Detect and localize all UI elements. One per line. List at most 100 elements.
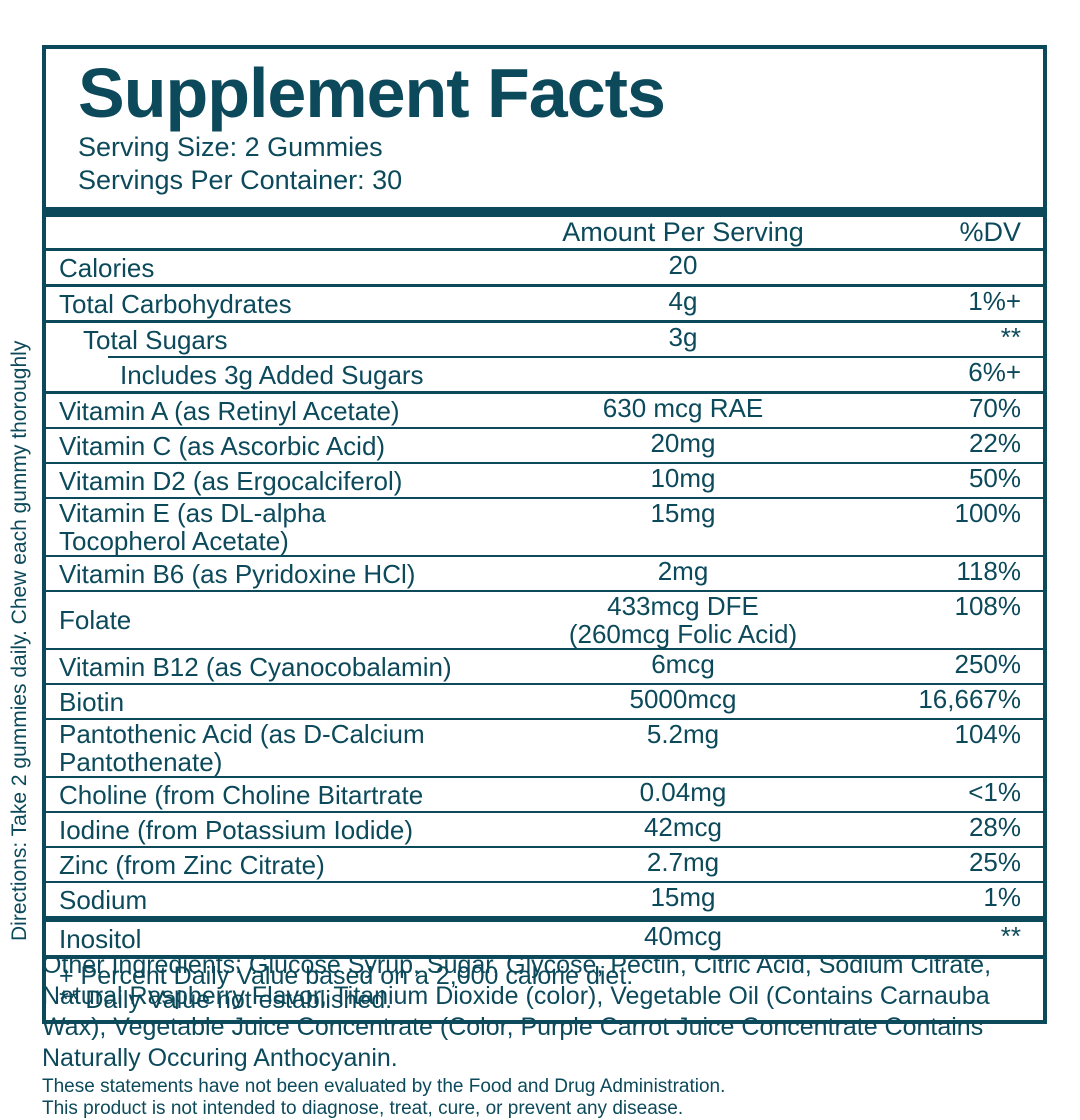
row-amount: 20mg	[650, 428, 716, 458]
row-separator	[46, 776, 1043, 778]
row-separator-indented	[108, 356, 1043, 358]
row-separator	[46, 683, 1043, 685]
row-name: Sodium	[59, 884, 148, 915]
row-dv: 6%+	[968, 357, 1021, 387]
row-separator	[46, 718, 1043, 720]
table-row-total-carbohydrates: Total Carbohydrates 4g 1%+	[46, 287, 1043, 320]
row-separator	[46, 648, 1043, 650]
table-row-vitamin-a: Vitamin A (as Retinyl Acetate) 630 mcg R…	[46, 394, 1043, 427]
row-name: Total Sugars	[83, 324, 228, 355]
table-row-sodium: Sodium 15mg 1%	[46, 883, 1043, 916]
row-name: Calories	[59, 252, 155, 283]
row-name: Vitamin B12 (as Cyanocobalamin)	[59, 651, 452, 682]
footnote-separator	[46, 955, 1043, 959]
row-name: Biotin	[59, 686, 125, 717]
row-amount: 2.7mg	[646, 847, 720, 877]
row-dv: 25%	[968, 847, 1021, 877]
serving-size: Serving Size: 2 Gummies	[78, 132, 383, 162]
row-dv: 50%	[968, 463, 1021, 493]
row-separator	[46, 391, 1043, 394]
row-dv: **	[1000, 921, 1021, 951]
row-dv: 104%	[954, 719, 1022, 749]
row-separator	[46, 248, 1043, 251]
row-separator	[46, 590, 1043, 592]
column-header-row: Amount Per Serving %DV	[46, 217, 1043, 248]
row-separator	[46, 284, 1043, 287]
table-row-vitamin-e: Vitamin E (as DL-alpha Tocopherol Acetat…	[46, 499, 1043, 555]
table-row-pantothenic-acid: Pantothenic Acid (as D-Calcium Pantothen…	[46, 720, 1043, 776]
row-dv: 1%+	[968, 286, 1021, 316]
row-name: Vitamin A (as Retinyl Acetate)	[59, 395, 400, 426]
table-row-vitamin-c: Vitamin C (as Ascorbic Acid) 20mg 22%	[46, 429, 1043, 462]
row-dv: 100%	[954, 498, 1022, 528]
row-dv: 16,667%	[918, 684, 1021, 714]
row-amount: 0.04mg	[639, 777, 727, 807]
row-separator	[46, 462, 1043, 464]
row-name: Zinc (from Zinc Citrate)	[59, 849, 325, 880]
below-panel-text: Other Ingredients: Glucose Syrup, Sugar,…	[42, 950, 1052, 1120]
row-amount: 4g	[668, 286, 698, 316]
table-row-choline: Choline (from Choline Bitartrate 0.04mg …	[46, 778, 1043, 811]
row-dv: 70%	[968, 393, 1021, 423]
row-amount: 15mg	[650, 498, 716, 528]
row-amount: 433mcg DFE (260mcg Folic Acid)	[453, 592, 853, 648]
panel-header: Supplement Facts Serving Size: 2 Gummies…	[46, 49, 1043, 207]
row-separator	[46, 427, 1043, 429]
fda-disclaimer: These statements have not been evaluated…	[42, 1076, 1052, 1120]
disclaimer-line-1: These statements have not been evaluated…	[42, 1076, 726, 1097]
row-amount: 40mcg	[643, 921, 723, 951]
directions-text: Directions: Take 2 gummies daily. Chew e…	[8, 340, 31, 941]
row-separator	[46, 497, 1043, 499]
row-name: Vitamin B6 (as Pyridoxine HCl)	[59, 558, 416, 589]
row-separator	[46, 881, 1043, 883]
row-name: Pantothenic Acid (as D-Calcium Pantothen…	[59, 719, 425, 777]
other-ingredients: Other Ingredients: Glucose Syrup, Sugar,…	[42, 951, 992, 1072]
table-row-folate: Folate 433mcg DFE (260mcg Folic Acid) 10…	[46, 592, 1043, 648]
table-row-biotin: Biotin 5000mcg 16,667%	[46, 685, 1043, 718]
table-row-iodine: Iodine (from Potassium Iodide) 42mcg 28%	[46, 813, 1043, 846]
row-dv: **	[1000, 322, 1021, 352]
row-separator	[46, 555, 1043, 557]
table-row-added-sugars: Includes 3g Added Sugars 6%+	[46, 358, 1043, 391]
table-row-total-sugars: Total Sugars 3g **	[46, 323, 1043, 356]
row-name: Vitamin C (as Ascorbic Acid)	[59, 430, 386, 461]
row-dv: 22%	[968, 428, 1021, 458]
row-separator	[46, 846, 1043, 848]
row-separator	[46, 811, 1043, 813]
row-dv: 108%	[954, 591, 1022, 621]
table-row-vitamin-d2: Vitamin D2 (as Ergocalciferol) 10mg 50%	[46, 464, 1043, 497]
thick-separator	[46, 916, 1043, 922]
panel-title: Supplement Facts	[78, 54, 666, 132]
disclaimer-line-2: This product is not intended to diagnose…	[42, 1098, 684, 1119]
row-name: Folate	[59, 605, 132, 635]
footnote-not-established: ** Daily Value not established.	[59, 986, 393, 1014]
row-separator	[46, 320, 1043, 323]
row-dv: 28%	[968, 812, 1021, 842]
row-amount: 5.2mg	[646, 719, 720, 749]
column-header-amount: Amount Per Serving	[562, 217, 804, 247]
row-amount: 5000mcg	[629, 684, 737, 714]
table-row-calories: Calories 20	[46, 251, 1043, 284]
row-name: Total Carbohydrates	[59, 288, 292, 319]
row-name: Vitamin E (as DL-alpha Tocopherol Acetat…	[59, 498, 326, 556]
table-row-vitamin-b6: Vitamin B6 (as Pyridoxine HCl) 2mg 118%	[46, 557, 1043, 590]
row-name: Includes 3g Added Sugars	[120, 359, 424, 390]
row-amount-line2: (260mcg Folic Acid)	[568, 619, 798, 649]
row-dv: 250%	[954, 649, 1022, 679]
footnote-daily-value: + Percent Daily Value based on a 2,000 c…	[59, 962, 634, 990]
row-amount: 630 mcg RAE	[602, 393, 764, 423]
row-amount: 20	[668, 250, 698, 280]
table-row-zinc: Zinc (from Zinc Citrate) 2.7mg 25%	[46, 848, 1043, 881]
row-dv: 1%	[983, 882, 1021, 912]
servings-per-container: Servings Per Container: 30	[78, 165, 403, 195]
row-dv: <1%	[968, 777, 1021, 807]
row-name: Vitamin D2 (as Ergocalciferol)	[59, 465, 403, 496]
row-amount: 6mcg	[651, 649, 715, 679]
column-header-dv: %DV	[959, 217, 1021, 247]
header-divider-bar	[46, 207, 1043, 217]
row-amount: 15mg	[650, 882, 716, 912]
row-amount: 10mg	[650, 463, 716, 493]
row-amount: 42mcg	[643, 812, 723, 842]
row-amount: 3g	[668, 322, 698, 352]
row-name: Choline (from Choline Bitartrate	[59, 779, 424, 810]
